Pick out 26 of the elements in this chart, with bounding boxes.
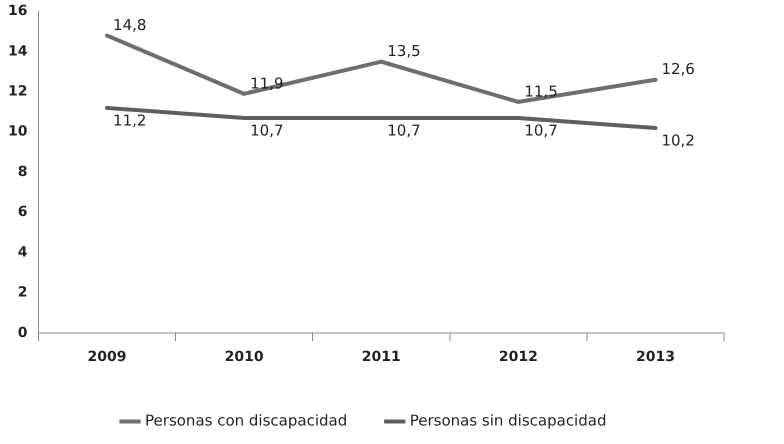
x-tick-label: 2012 xyxy=(498,349,538,366)
data-label: 14,8 xyxy=(113,16,146,34)
legend-label: Personas con discapacidad xyxy=(145,411,348,430)
data-label: 11,5 xyxy=(524,82,558,100)
data-label: 11,9 xyxy=(250,74,284,92)
data-label: 10,7 xyxy=(250,121,284,140)
y-tick-label: 2 xyxy=(18,284,28,301)
data-label: 10,7 xyxy=(524,121,558,140)
data-label: 10,7 xyxy=(387,121,421,140)
y-tick-label: 6 xyxy=(18,204,28,220)
y-tick-label: 4 xyxy=(18,244,28,260)
data-label: 13,5 xyxy=(387,42,421,60)
data-label: 11,2 xyxy=(113,111,146,130)
x-tick-label: 2013 xyxy=(636,349,675,366)
y-tick-label: 14 xyxy=(8,43,28,60)
data-label: 10,2 xyxy=(661,131,695,150)
y-tick-label: 8 xyxy=(18,164,28,180)
data-label: 12,6 xyxy=(661,60,695,78)
x-tick-label: 2009 xyxy=(88,349,127,366)
y-tick-label: 16 xyxy=(8,3,28,20)
x-tick-label: 2010 xyxy=(224,349,264,366)
legend-label: Personas sin discapacidad xyxy=(410,411,606,430)
y-tick-label: 10 xyxy=(8,124,28,140)
x-tick-label: 2011 xyxy=(362,349,401,366)
y-tick-label: 0 xyxy=(18,324,28,341)
y-tick-label: 12 xyxy=(8,83,28,100)
